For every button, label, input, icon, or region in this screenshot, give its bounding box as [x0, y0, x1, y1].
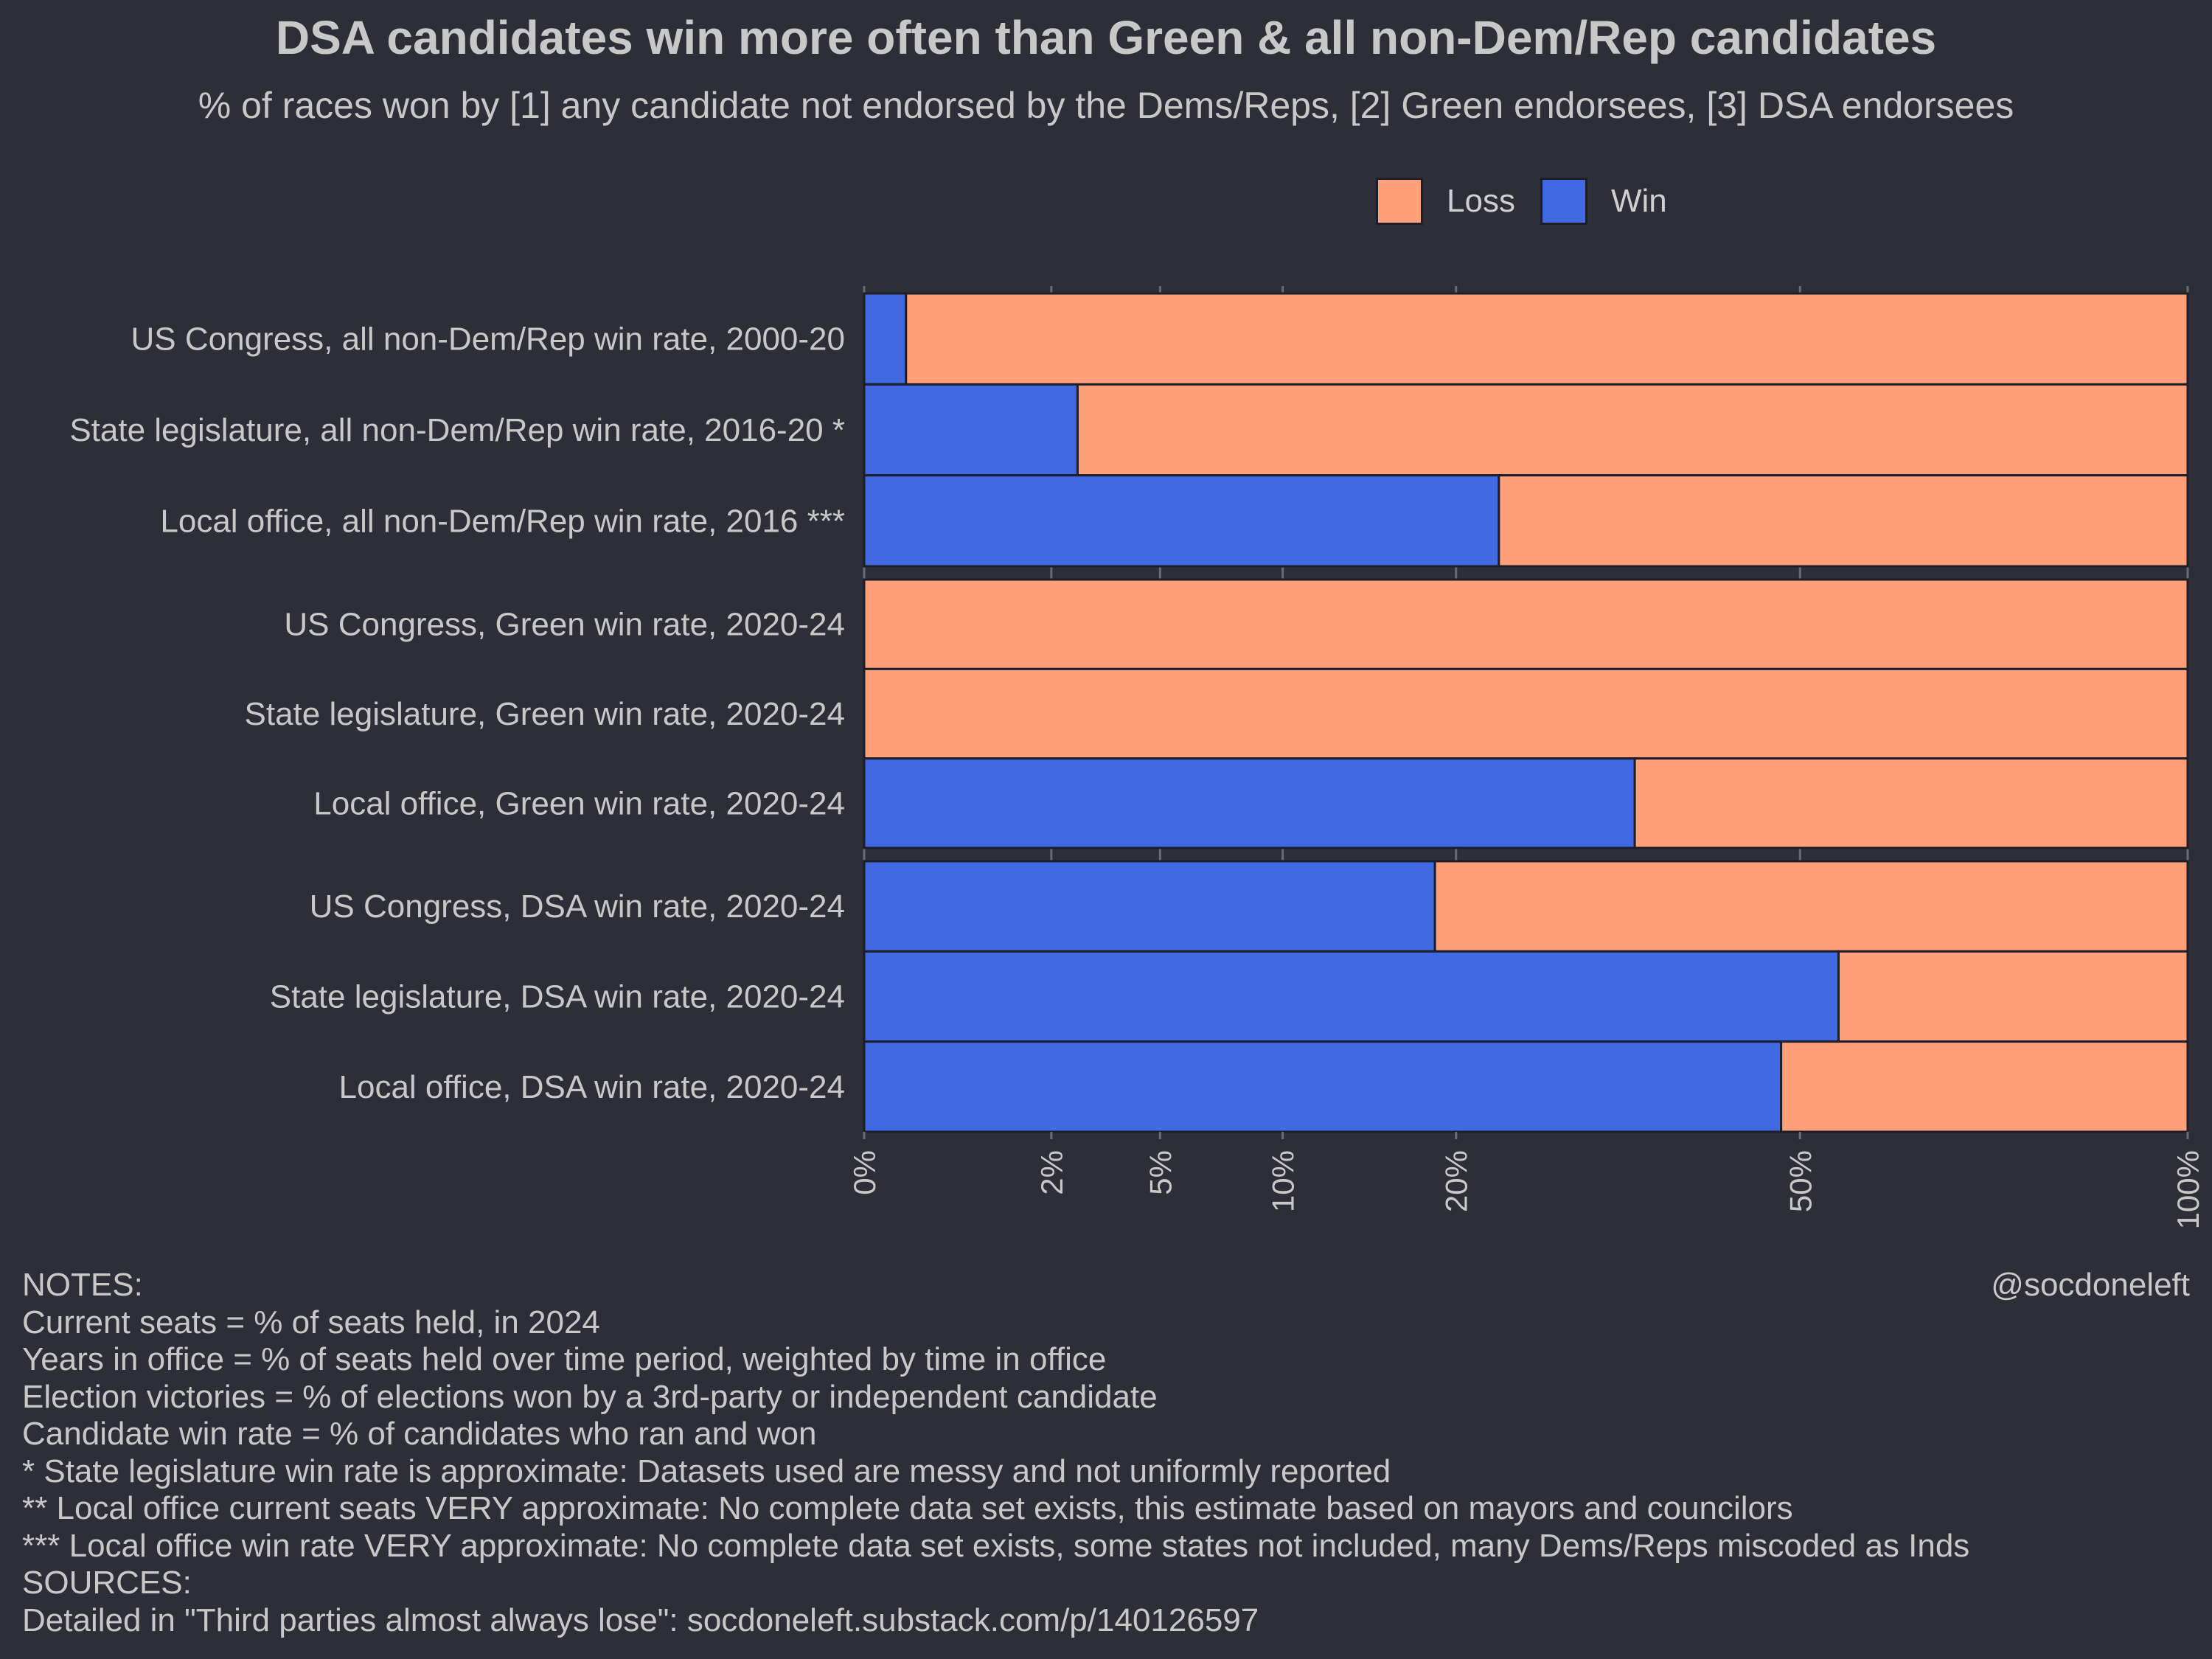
x-tick-label: 10%: [1266, 1150, 1301, 1212]
category-label: State legislature, DSA win rate, 2020-24: [270, 979, 845, 1015]
notes-line: SOURCES:: [22, 1565, 192, 1601]
bar-loss: [863, 667, 2189, 760]
legend-item-loss: Loss: [1376, 178, 1515, 225]
notes-block: NOTES: Current seats = % of seats held, …: [22, 1267, 2190, 1639]
bar-loss: [1837, 950, 2189, 1043]
x-tick-label: 100%: [2171, 1150, 2205, 1229]
legend-label-win: Win: [1610, 183, 1667, 219]
bar-win: [863, 1040, 1783, 1133]
x-tick-label: 20%: [1439, 1150, 1474, 1212]
notes-line: Detailed in "Third parties almost always…: [22, 1601, 1259, 1638]
chart-subtitle: % of races won by [1] any candidate not …: [198, 85, 2014, 126]
bar-loss: [1498, 474, 2189, 568]
bar-win: [863, 474, 1500, 568]
legend-swatch-win: [1540, 178, 1587, 225]
category-label: Local office, all non-Dem/Rep win rate, …: [160, 503, 845, 539]
category-label: Local office, DSA win rate, 2020-24: [339, 1069, 846, 1105]
bar-loss: [905, 292, 2189, 386]
bar-loss: [1633, 757, 2189, 849]
legend-swatch-loss: [1376, 178, 1423, 225]
legend: Loss Win: [1376, 177, 1692, 226]
legend-label-loss: Loss: [1447, 183, 1515, 219]
notes-line: Current seats = % of seats held, in 2024: [22, 1304, 600, 1340]
category-label: State legislature, all non-Dem/Rep win r…: [69, 412, 845, 448]
category-label: US Congress, Green win rate, 2020-24: [284, 607, 845, 643]
category-label: US Congress, DSA win rate, 2020-24: [310, 888, 845, 925]
x-tick-label: 2%: [1034, 1150, 1069, 1195]
bar-loss: [863, 578, 2189, 670]
notes-line: NOTES:: [22, 1267, 143, 1303]
bar-win: [863, 292, 908, 386]
chart-title: DSA candidates win more often than Green…: [275, 11, 1937, 64]
category-label: Local office, Green win rate, 2020-24: [313, 785, 845, 821]
bar-loss: [1780, 1040, 2189, 1133]
notes-line: *** Local office win rate VERY approxima…: [22, 1527, 1970, 1564]
x-tick-label: 50%: [1783, 1150, 1818, 1212]
bar-win: [863, 860, 1436, 953]
legend-item-win: Win: [1540, 178, 1667, 225]
bar-loss: [1433, 860, 2189, 953]
category-label: State legislature, Green win rate, 2020-…: [245, 696, 845, 732]
notes-line: Years in office = % of seats held over t…: [22, 1341, 1107, 1377]
x-tick-label: 5%: [1143, 1150, 1178, 1195]
notes-line: ** Local office current seats VERY appro…: [22, 1490, 1793, 1526]
bar-win: [863, 383, 1079, 477]
category-label: US Congress, all non-Dem/Rep win rate, 2…: [131, 321, 845, 358]
credit-handle: @socdoneleft: [1991, 1267, 2190, 1303]
notes-line: * State legislature win rate is approxim…: [22, 1453, 1391, 1489]
bar-win: [863, 950, 1840, 1043]
notes-line: Election victories = % of elections won …: [22, 1378, 1158, 1415]
notes-line: Candidate win rate = % of candidates who…: [22, 1416, 817, 1452]
bar-loss: [1076, 383, 2189, 477]
x-tick-label: 0%: [847, 1150, 882, 1195]
stacked-bar-chart: US Congress, all non-Dem/Rep win rate, 2…: [69, 286, 2205, 1229]
bar-win: [863, 757, 1636, 849]
